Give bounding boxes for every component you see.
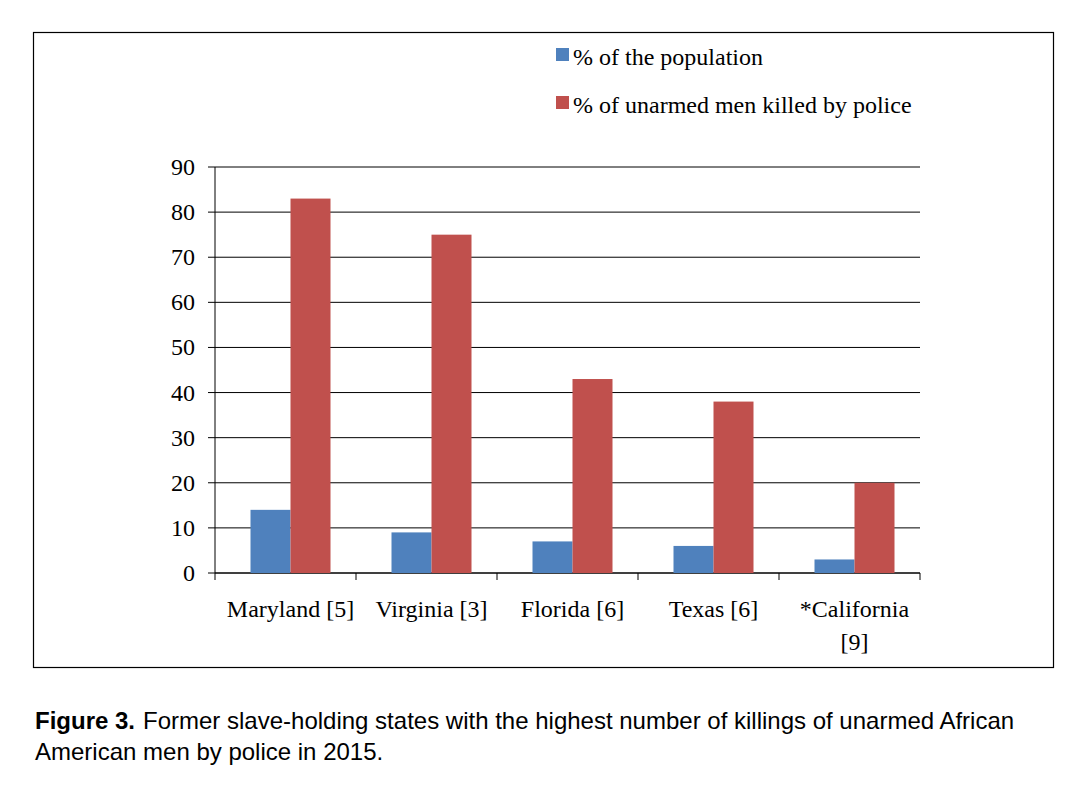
caption-line: Former slave-holding states with the hig… [143, 707, 1014, 734]
y-tick-label: 30 [171, 425, 195, 451]
y-tick [208, 167, 215, 168]
legend-label: % of unarmed men killed by police [573, 92, 912, 118]
bar [815, 559, 855, 573]
y-tick [208, 482, 215, 483]
x-tick [779, 573, 780, 580]
bar [674, 546, 714, 573]
y-tick [208, 573, 215, 574]
label-line: % of the population [573, 44, 763, 70]
grid-line [215, 167, 920, 168]
bar [533, 541, 573, 573]
y-tick [208, 392, 215, 393]
bars [251, 199, 895, 573]
y-tick [208, 257, 215, 258]
x-tick-label: Maryland [5] [227, 596, 354, 622]
x-tick [638, 573, 639, 580]
label-line: *California [800, 596, 910, 622]
bar [573, 379, 613, 573]
y-tick-label: 60 [171, 289, 195, 315]
legend-label: % of the population [573, 44, 763, 70]
x-tick-label: *California [9] [800, 596, 910, 655]
y-tick-label: 90 [171, 154, 195, 180]
chart: 0 10 20 30 40 50 60 70 80 90 Maryland [5] Virginia … [0, 0, 1082, 786]
y-axis [215, 167, 216, 573]
y-tick [208, 302, 215, 303]
bar [714, 402, 754, 573]
x-tick-label: Florida [6] [521, 596, 624, 622]
x-tick [215, 573, 216, 580]
bar [392, 532, 432, 573]
caption: Former slave-holding states with the hig… [35, 707, 1014, 765]
y-tick-label: 0 [183, 560, 195, 586]
legend-swatch [556, 96, 569, 109]
y-tick [208, 347, 215, 348]
y-tick-label: 10 [171, 515, 195, 541]
label-line: Florida [6] [521, 596, 624, 622]
x-tick [920, 573, 921, 580]
y-tick [208, 437, 215, 438]
bar [291, 199, 331, 573]
legend-swatch [556, 48, 569, 61]
y-tick-label: 40 [171, 380, 195, 406]
bar [855, 483, 895, 573]
y-tick-label: 70 [171, 244, 195, 270]
y-tick-label: 50 [171, 334, 195, 360]
bar [432, 235, 472, 573]
caption-line: American men by police in 2015. [35, 738, 383, 765]
x-tick [356, 573, 357, 580]
y-tick-label: 20 [171, 470, 195, 496]
y-tick [208, 212, 215, 213]
label-line: [9] [841, 629, 869, 655]
y-tick-label: 80 [171, 199, 195, 225]
x-tick-label: Texas [6] [669, 596, 759, 622]
figure-label: Figure 3. [35, 707, 135, 734]
x-tick-label: Virginia [3] [375, 596, 487, 622]
y-tick [208, 527, 215, 528]
label-line: Texas [6] [669, 596, 759, 622]
label-line: % of unarmed men killed by police [573, 92, 912, 118]
chart-frame [34, 33, 1054, 668]
x-tick [497, 573, 498, 580]
label-line: Maryland [5] [227, 596, 354, 622]
bar [251, 510, 291, 573]
label-line: Virginia [3] [375, 596, 487, 622]
